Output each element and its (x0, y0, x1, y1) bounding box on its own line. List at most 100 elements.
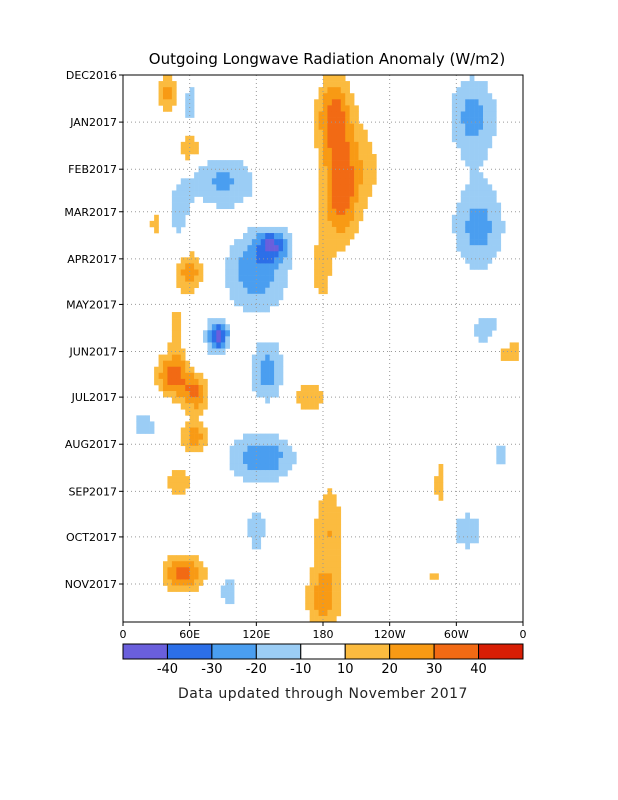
anomaly-cell (256, 275, 262, 282)
anomaly-cell (234, 251, 239, 258)
anomaly-cell (167, 555, 173, 562)
anomaly-cell (278, 257, 284, 264)
anomaly-cell (176, 567, 182, 574)
anomaly-cell (336, 75, 342, 82)
anomaly-cell (327, 597, 333, 605)
anomaly-cell (323, 597, 328, 605)
anomaly-cell (434, 482, 439, 489)
anomaly-cell (211, 318, 217, 325)
anomaly-cell (265, 342, 270, 349)
anomaly-cell (216, 330, 222, 337)
anomaly-cell (323, 579, 328, 586)
anomaly-cell (189, 135, 195, 143)
anomaly-cell (487, 208, 493, 216)
anomaly-cell (234, 160, 239, 167)
anomaly-cell (265, 226, 270, 234)
anomaly-cell (456, 524, 462, 532)
anomaly-cell (336, 154, 342, 161)
anomaly-cell (331, 609, 337, 617)
anomaly-cell (371, 178, 377, 185)
anomaly-cell (349, 233, 355, 240)
anomaly-cell (167, 348, 173, 355)
anomaly-cell (247, 190, 253, 197)
anomaly-cell (198, 378, 204, 386)
anomaly-cell (207, 160, 213, 167)
anomaly-cell (247, 226, 253, 234)
anomaly-cell (194, 579, 199, 586)
anomaly-cell (269, 342, 275, 349)
anomaly-cell (340, 245, 346, 252)
anomaly-cell (171, 342, 177, 349)
anomaly-cell (185, 366, 190, 374)
anomaly-cell (203, 196, 208, 203)
anomaly-cell (349, 117, 355, 124)
anomaly-cell (185, 93, 190, 100)
anomaly-cell (229, 585, 235, 592)
anomaly-cell (314, 542, 319, 550)
anomaly-cell (318, 287, 324, 295)
anomaly-cell (265, 476, 270, 483)
anomaly-cell (243, 172, 248, 179)
anomaly-cell (327, 239, 333, 246)
anomaly-cell (358, 141, 364, 149)
anomaly-cell (318, 123, 324, 130)
anomaly-cell (260, 360, 266, 368)
anomaly-cell (345, 220, 350, 228)
anomaly-cell (203, 433, 208, 440)
anomaly-cell (176, 372, 182, 380)
anomaly-cell (331, 220, 337, 228)
anomaly-cell (198, 372, 204, 380)
anomaly-cell (469, 190, 475, 197)
anomaly-cell (247, 445, 253, 453)
anomaly-cell (194, 585, 199, 592)
anomaly-cell (176, 348, 182, 355)
anomaly-cell (367, 184, 373, 191)
anomaly-cell (225, 281, 230, 289)
anomaly-cell (220, 190, 226, 197)
anomaly-cell (456, 239, 462, 246)
anomaly-cell (336, 512, 342, 519)
anomaly-cell (265, 239, 270, 246)
anomaly-cell (171, 579, 177, 586)
anomaly-cell (189, 403, 195, 410)
anomaly-cell (318, 208, 324, 216)
anomaly-cell (487, 184, 493, 191)
anomaly-cell (274, 293, 279, 301)
anomaly-cell (269, 360, 275, 368)
anomaly-cell (251, 439, 257, 447)
anomaly-cell (491, 318, 497, 325)
anomaly-cell (323, 287, 328, 295)
anomaly-cell (216, 342, 222, 349)
anomaly-cell (189, 178, 195, 185)
anomaly-cell (349, 93, 355, 100)
anomaly-cell (260, 518, 266, 526)
anomaly-cell (354, 196, 359, 203)
anomaly-cell (345, 172, 350, 179)
anomaly-cell (358, 184, 364, 191)
anomaly-cell (318, 99, 324, 106)
colorbar-bin (122, 643, 168, 660)
anomaly-cell (478, 154, 484, 161)
anomaly-cell (371, 160, 377, 167)
anomaly-cell (438, 494, 444, 501)
anomaly-cell (318, 239, 324, 246)
anomaly-cell (260, 457, 266, 465)
anomaly-cell (265, 439, 270, 447)
anomaly-cell (269, 263, 275, 270)
y-tick-label: FEB2017 (68, 163, 117, 176)
anomaly-cell (251, 233, 257, 240)
anomaly-cell (474, 330, 479, 337)
anomaly-cell (234, 457, 239, 465)
anomaly-cell (269, 239, 275, 246)
anomaly-cell (363, 196, 368, 203)
anomaly-cell (323, 251, 328, 258)
anomaly-cell (483, 184, 488, 191)
colorbar-bin (389, 643, 435, 660)
anomaly-cell (189, 147, 195, 155)
anomaly-cell (274, 239, 279, 246)
anomaly-cell (314, 397, 319, 404)
anomaly-cell (171, 330, 177, 337)
anomaly-cell (256, 457, 262, 465)
anomaly-cell (171, 397, 177, 404)
anomaly-cell (229, 451, 235, 459)
